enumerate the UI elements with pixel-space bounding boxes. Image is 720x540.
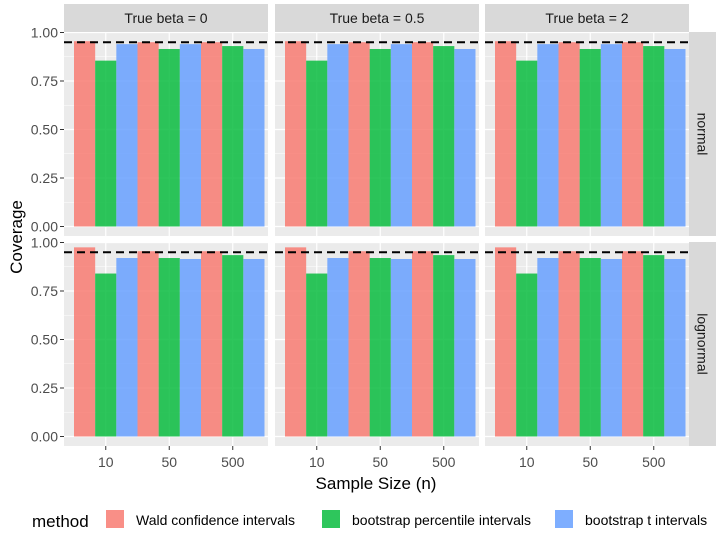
legend-key: [106, 510, 124, 528]
bar: [348, 42, 370, 227]
bar: [285, 247, 307, 437]
column-strip: [64, 4, 268, 32]
bar: [412, 251, 434, 437]
y-tick-label: 0.75: [31, 283, 58, 299]
x-axis: 10 50 500 10 50 500 10 50 500: [98, 446, 666, 470]
bar: [664, 258, 686, 437]
bar: [369, 48, 391, 227]
legend-title: method: [32, 512, 89, 531]
y-tick-label: 0.50: [31, 332, 58, 348]
bar: [179, 258, 201, 437]
bar: [664, 48, 686, 227]
y-tick-label: 0.25: [31, 380, 58, 396]
column-strip-label: True beta = 0: [124, 10, 207, 26]
bar: [516, 273, 538, 437]
bar: [643, 46, 665, 227]
column-strip-label: True beta = 0.5: [330, 10, 425, 26]
bar: [433, 46, 455, 227]
bar: [306, 273, 328, 437]
bar: [600, 258, 622, 437]
legend-label: bootstrap t intervals: [585, 512, 707, 528]
legend-label: bootstrap percentile intervals: [352, 512, 531, 528]
bar: [600, 44, 622, 227]
bar: [327, 44, 349, 227]
x-tick-label: 10: [98, 454, 114, 470]
x-tick-label: 50: [161, 454, 177, 470]
bar: [579, 258, 601, 437]
legend-key: [322, 510, 340, 528]
y-tick-label: 1.00: [31, 25, 58, 41]
bar: [179, 44, 201, 227]
y-axis: 0.000.250.500.751.000.000.250.500.751.00: [31, 25, 64, 445]
legend-label: Wald confidence intervals: [136, 512, 295, 528]
bar: [201, 251, 223, 437]
bar: [495, 247, 517, 437]
y-tick-label: 0.00: [31, 429, 58, 445]
bar: [222, 255, 244, 437]
bar: [74, 41, 96, 227]
y-axis-title: Coverage: [7, 200, 26, 274]
bar: [579, 48, 601, 227]
column-strip: [485, 4, 689, 32]
bar: [95, 60, 117, 227]
bar: [537, 44, 559, 227]
row-strip-label: normal: [695, 113, 711, 156]
bar: [558, 251, 580, 437]
bar: [390, 258, 412, 437]
bar: [516, 60, 538, 227]
bar: [116, 44, 138, 227]
bar: [116, 258, 138, 437]
bar: [390, 44, 412, 227]
bar: [643, 255, 665, 437]
bar: [158, 48, 180, 227]
row-strips: normal lognormal: [689, 32, 716, 446]
y-tick-label: 0.00: [31, 219, 58, 235]
bar: [243, 48, 265, 227]
row-strip-label: lognormal: [695, 313, 711, 374]
column-strip: [275, 4, 479, 32]
y-tick-label: 0.50: [31, 122, 58, 138]
bar: [222, 46, 244, 227]
bar: [369, 258, 391, 437]
bar: [95, 273, 117, 437]
x-tick-label: 500: [221, 454, 245, 470]
bar: [243, 258, 265, 437]
bar: [137, 42, 159, 227]
bar: [327, 258, 349, 437]
x-axis-title: Sample Size (n): [316, 474, 437, 493]
column-strips: True beta = 0 True beta = 0.5 True beta = …: [64, 4, 689, 32]
x-tick-label: 500: [432, 454, 456, 470]
y-tick-label: 1.00: [31, 235, 58, 251]
x-tick-label: 500: [642, 454, 666, 470]
bar: [412, 42, 434, 227]
bar: [285, 41, 307, 227]
bar: [622, 251, 644, 437]
y-tick-label: 0.25: [31, 170, 58, 186]
bar: [306, 60, 328, 227]
bar: [201, 42, 223, 227]
bar: [454, 258, 476, 437]
x-tick-label: 10: [309, 454, 325, 470]
legend: method Wald confidence intervals bootstra…: [32, 510, 707, 531]
panels: [64, 31, 689, 446]
bar: [74, 247, 96, 437]
bar: [537, 258, 559, 437]
row-strip: [689, 32, 716, 236]
legend-key: [555, 510, 573, 528]
y-tick-label: 0.75: [31, 73, 58, 89]
bar: [137, 251, 159, 437]
bar: [558, 42, 580, 227]
row-strip: [689, 242, 716, 446]
bar: [348, 251, 370, 437]
bar: [495, 41, 517, 227]
bar: [158, 258, 180, 437]
x-tick-label: 10: [519, 454, 535, 470]
x-tick-label: 50: [582, 454, 598, 470]
bar: [433, 255, 455, 437]
bar: [454, 48, 476, 227]
x-tick-label: 50: [372, 454, 388, 470]
column-strip-label: True beta = 2: [545, 10, 628, 26]
bar: [622, 42, 644, 227]
